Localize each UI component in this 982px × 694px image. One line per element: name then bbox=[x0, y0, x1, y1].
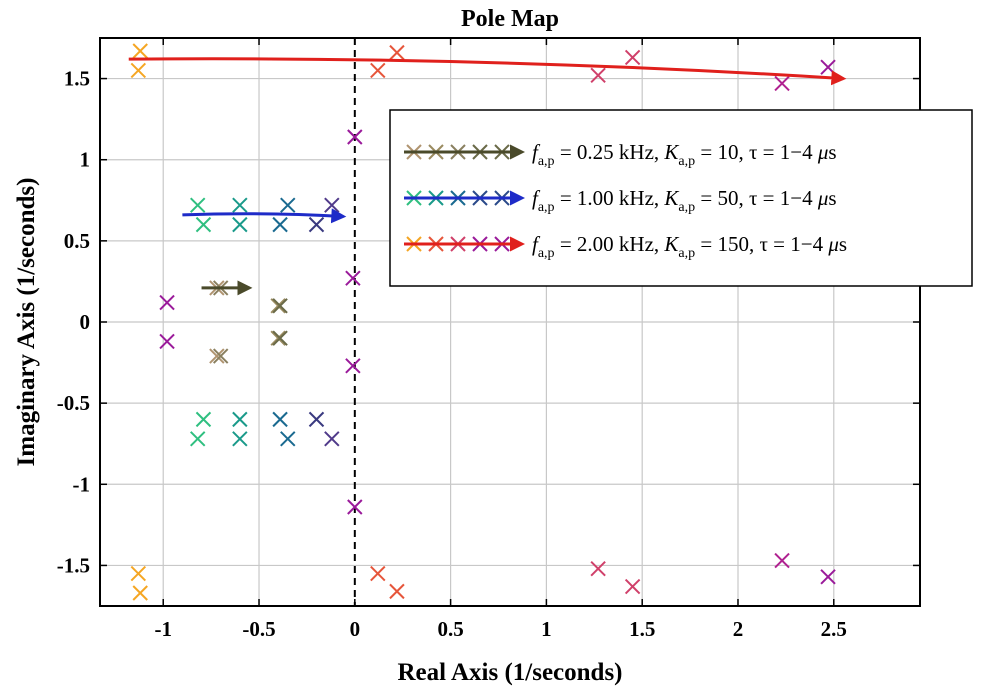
y-tick-label: -1 bbox=[73, 472, 91, 496]
legend-label: fa,p = 0.25 kHz, Ka,p = 10, τ = 1−4 μs bbox=[532, 140, 837, 169]
pole-markers bbox=[130, 43, 836, 601]
pole-marker-series-2 bbox=[272, 411, 288, 428]
trend-arrows bbox=[128, 57, 847, 296]
x-tick-label: -1 bbox=[154, 617, 172, 641]
y-tick-label: -1.5 bbox=[57, 553, 90, 577]
pole-marker-series-3 bbox=[132, 43, 148, 59]
pole-marker-series-3 bbox=[130, 62, 147, 79]
pole-marker-series-3 bbox=[389, 44, 405, 61]
x-tick-label: 1.5 bbox=[629, 617, 655, 641]
legend-entry-1: fa,p = 0.25 kHz, Ka,p = 10, τ = 1−4 μs bbox=[404, 140, 837, 169]
y-tick-label: 0.5 bbox=[64, 229, 90, 253]
x-tick-label: -0.5 bbox=[242, 617, 275, 641]
axis-ticks: -1 -0.5 0 0.5 1 1.5 2 2.5 -1.5 -1 -0.5 0 0.5 1 1.5 bbox=[57, 38, 920, 641]
y-tick-label: 1 bbox=[80, 148, 91, 172]
plot-frame bbox=[99, 37, 921, 607]
pole-marker-series-1 bbox=[212, 348, 229, 364]
legend: fa,p = 0.25 kHz, Ka,p = 10, τ = 1−4 μs fa… bbox=[389, 109, 973, 287]
pole-marker-series-2 bbox=[190, 431, 206, 447]
pole-marker-series-3 bbox=[159, 333, 175, 350]
pole-marker-series-1 bbox=[209, 348, 225, 364]
y-tick-label: 1.5 bbox=[64, 67, 90, 91]
pole-marker-series-3 bbox=[820, 59, 836, 75]
pole-marker-series-3 bbox=[347, 129, 363, 145]
trend-arrow-series-3 bbox=[128, 57, 847, 86]
pole-marker-series-2 bbox=[232, 431, 248, 447]
pole-marker-series-3 bbox=[624, 578, 641, 595]
pole-marker-series-3 bbox=[345, 358, 361, 374]
pole-marker-series-2 bbox=[324, 197, 340, 213]
legend-entry-3: fa,p = 2.00 kHz, Ka,p = 150, τ = 1−4 μs bbox=[404, 232, 847, 261]
pole-marker-series-2 bbox=[308, 216, 325, 233]
legend-label: fa,p = 2.00 kHz, Ka,p = 150, τ = 1−4 μs bbox=[532, 232, 847, 261]
pole-marker-series-3 bbox=[389, 583, 405, 600]
legend-entry-2: fa,p = 1.00 kHz, Ka,p = 50, τ = 1−4 μs bbox=[404, 186, 837, 215]
pole-marker-series-3 bbox=[159, 294, 175, 311]
pole-marker-series-3 bbox=[130, 565, 147, 582]
pole-marker-series-2 bbox=[232, 197, 248, 213]
x-tick-label: 0 bbox=[350, 617, 361, 641]
y-tick-label: -0.5 bbox=[57, 391, 90, 415]
pole-marker-series-2 bbox=[190, 197, 206, 213]
y-tick-label: 0 bbox=[80, 310, 91, 334]
x-tick-label: 0.5 bbox=[437, 617, 463, 641]
pole-marker-series-2 bbox=[232, 216, 248, 233]
pole-marker-series-2 bbox=[324, 431, 340, 447]
pole-marker-series-3 bbox=[370, 565, 386, 582]
x-tick-label: 1 bbox=[541, 617, 552, 641]
x-tick-label: 2 bbox=[733, 617, 744, 641]
pole-marker-series-3 bbox=[345, 270, 361, 286]
legend-label: fa,p = 1.00 kHz, Ka,p = 50, τ = 1−4 μs bbox=[532, 186, 837, 215]
pole-marker-series-2 bbox=[280, 197, 296, 213]
pole-marker-series-3 bbox=[774, 75, 790, 92]
pole-marker-series-3 bbox=[624, 49, 641, 66]
pole-marker-series-3 bbox=[590, 560, 606, 577]
pole-marker-series-2 bbox=[195, 411, 212, 428]
pole-marker-series-3 bbox=[347, 499, 363, 515]
pole-marker-series-1 bbox=[272, 330, 288, 346]
pole-marker-series-2 bbox=[308, 411, 325, 428]
x-tick-label: 2.5 bbox=[821, 617, 847, 641]
y-axis-label: Imaginary Axis (1/seconds) bbox=[13, 178, 40, 467]
trend-arrow-series-2 bbox=[182, 208, 347, 224]
pole-marker-series-3 bbox=[590, 67, 606, 84]
pole-marker-series-2 bbox=[232, 411, 248, 428]
pole-marker-series-3 bbox=[774, 552, 790, 569]
pole-marker-series-1 bbox=[270, 298, 286, 314]
pole-marker-series-1 bbox=[270, 330, 286, 346]
pole-marker-series-1 bbox=[272, 298, 288, 314]
pole-marker-series-3 bbox=[370, 62, 386, 79]
pole-marker-series-2 bbox=[280, 431, 296, 447]
chart-title: Pole Map bbox=[461, 6, 559, 32]
pole-marker-series-2 bbox=[272, 216, 288, 233]
pole-marker-series-2 bbox=[195, 216, 212, 233]
x-axis-label: Real Axis (1/seconds) bbox=[398, 659, 623, 686]
pole-marker-series-3 bbox=[820, 569, 836, 585]
pole-marker-series-3 bbox=[132, 585, 148, 601]
